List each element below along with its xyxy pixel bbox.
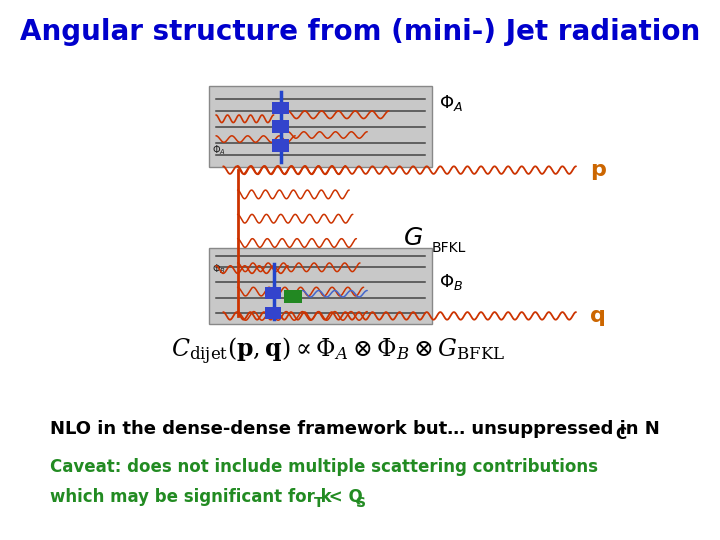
Bar bbox=[265, 307, 281, 319]
Text: < Q: < Q bbox=[323, 488, 362, 506]
Text: C: C bbox=[616, 427, 626, 442]
Text: NLO in the dense-dense framework but… unsuppressed in N: NLO in the dense-dense framework but… un… bbox=[50, 420, 660, 438]
Bar bbox=[209, 86, 432, 167]
Text: $\Phi_A$: $\Phi_A$ bbox=[212, 143, 226, 157]
Text: $C_{\rm dijet}(\mathbf{p},\mathbf{q}) \propto \Phi_A \otimes \Phi_B \otimes G_{\: $C_{\rm dijet}(\mathbf{p},\mathbf{q}) \p… bbox=[171, 335, 505, 367]
Bar bbox=[265, 287, 281, 299]
Bar bbox=[272, 139, 289, 152]
Bar bbox=[284, 290, 302, 303]
Text: $\Phi_B$: $\Phi_B$ bbox=[439, 272, 464, 293]
Text: q: q bbox=[590, 306, 606, 326]
Text: $\Phi_A$: $\Phi_A$ bbox=[439, 92, 463, 113]
Text: which may be significant for k: which may be significant for k bbox=[50, 488, 332, 506]
Text: Caveat: does not include multiple scattering contributions: Caveat: does not include multiple scatte… bbox=[50, 458, 598, 476]
Text: $\Phi_B$: $\Phi_B$ bbox=[212, 262, 226, 276]
Text: S: S bbox=[356, 496, 366, 510]
Text: Angular structure from (mini-) Jet radiation: Angular structure from (mini-) Jet radia… bbox=[20, 18, 700, 46]
Bar bbox=[272, 120, 289, 133]
Text: BFKL: BFKL bbox=[432, 241, 467, 255]
Text: T: T bbox=[314, 496, 323, 510]
Text: $G$: $G$ bbox=[403, 226, 423, 249]
Bar bbox=[209, 248, 432, 324]
Text: p: p bbox=[590, 160, 606, 180]
Bar bbox=[272, 102, 289, 114]
